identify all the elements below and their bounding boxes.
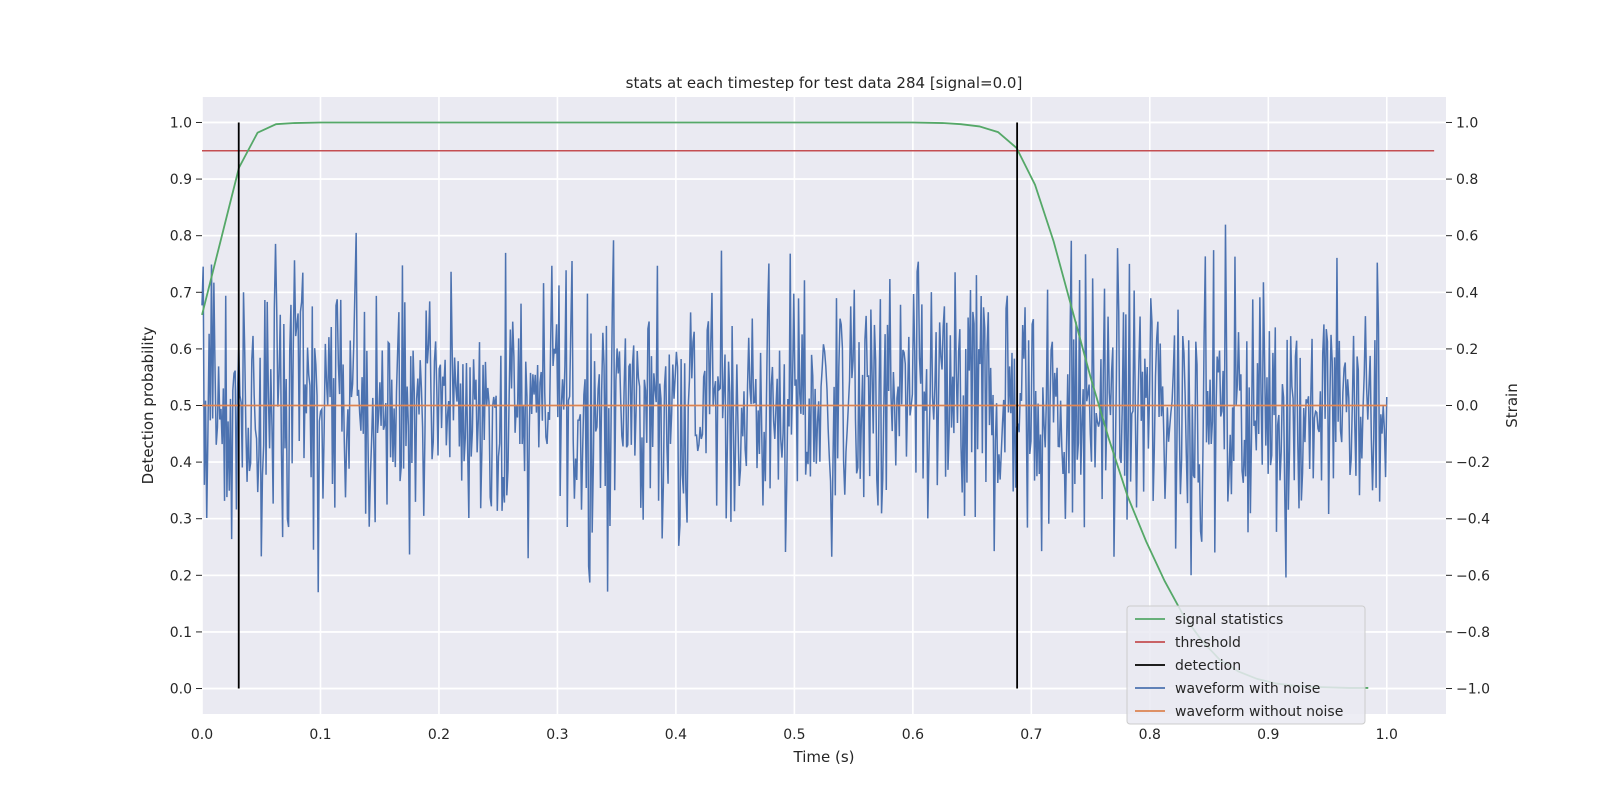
left-axis-ticks: 0.0 0.1 0.2 0.3 0.4 0.5 0.6 0.7 0.8 0.9 1.0 xyxy=(170,115,202,698)
y-tick-label-right: −0.6 xyxy=(1456,568,1490,584)
series-waveform-with-noise xyxy=(201,224,1388,593)
y-tick-label-right: 0.4 xyxy=(1456,285,1478,301)
y-tick-label-left: 1.0 xyxy=(170,115,192,131)
y-tick-label-left: 0.3 xyxy=(170,512,192,528)
x-tick-label: 0.6 xyxy=(902,727,924,743)
y-tick-label-right: −0.8 xyxy=(1456,625,1490,641)
y-tick-label-right: 0.8 xyxy=(1456,172,1478,188)
x-tick-label: 0.3 xyxy=(546,727,568,743)
x-tick-label: 0.1 xyxy=(309,727,331,743)
x-axis-label: Time (s) xyxy=(793,748,855,766)
x-tick-label: 0.4 xyxy=(665,727,687,743)
x-tick-label: 0.2 xyxy=(428,727,450,743)
y-tick-label-left: 0.5 xyxy=(170,399,192,415)
y-tick-label-left: 0.9 xyxy=(170,172,192,188)
legend: signal statistics threshold detection wavef… xyxy=(1126,605,1366,725)
y-tick-label-right: 0.0 xyxy=(1456,399,1478,415)
y-tick-label-right: 1.0 xyxy=(1456,115,1478,131)
legend-label: signal statistics xyxy=(1175,612,1283,628)
y-tick-label-left: 0.2 xyxy=(170,568,192,584)
y-tick-label-left: 0.1 xyxy=(170,625,192,641)
y-axis-label-right: Strain xyxy=(1503,383,1521,427)
x-tick-label: 0.5 xyxy=(783,727,805,743)
legend-label: waveform without noise xyxy=(1175,704,1343,720)
y-tick-label-left: 0.7 xyxy=(170,285,192,301)
y-tick-label-right: −1.0 xyxy=(1456,682,1490,698)
y-tick-label-right: 0.2 xyxy=(1456,342,1478,358)
x-axis-ticks: 0.0 0.1 0.2 0.3 0.4 0.5 0.6 0.7 0.8 0.9 1.0 xyxy=(191,727,1398,743)
chart-title: stats at each timestep for test data 284… xyxy=(626,74,1023,92)
legend-label: waveform with noise xyxy=(1175,681,1320,697)
x-tick-label: 0.8 xyxy=(1139,727,1161,743)
y-tick-label-left: 0.6 xyxy=(170,342,192,358)
y-tick-label-right: 0.6 xyxy=(1456,229,1478,245)
x-tick-label: 0.0 xyxy=(191,727,213,743)
legend-box xyxy=(1126,605,1366,725)
legend-label: threshold xyxy=(1175,635,1241,651)
y-tick-label-right: −0.4 xyxy=(1456,512,1490,528)
x-tick-label: 0.7 xyxy=(1020,727,1042,743)
legend-label: detection xyxy=(1175,658,1241,674)
x-tick-label: 1.0 xyxy=(1376,727,1398,743)
x-tick-label: 0.9 xyxy=(1257,727,1279,743)
y-tick-label-right: −0.2 xyxy=(1456,455,1490,471)
y-axis-label-left: Detection probability xyxy=(139,327,157,485)
y-tick-label-left: 0.4 xyxy=(170,455,192,471)
right-axis-ticks: −1.0 −0.8 −0.6 −0.4 −0.2 0.0 0.2 0.4 0.6 0.8 1.0 xyxy=(1446,115,1490,698)
y-tick-label-left: 0.0 xyxy=(170,682,192,698)
y-tick-label-left: 0.8 xyxy=(170,229,192,245)
